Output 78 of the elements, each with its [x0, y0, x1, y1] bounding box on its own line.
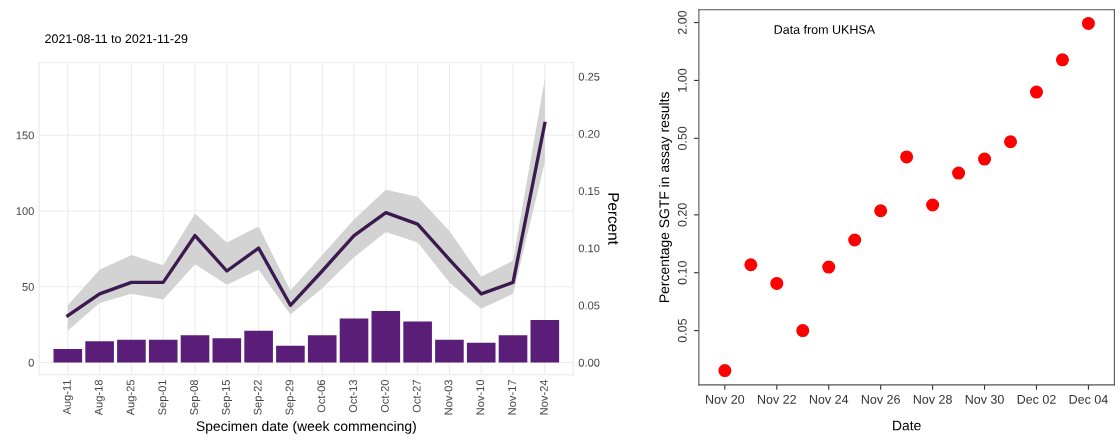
y-tick-label: 0.10 [677, 261, 687, 285]
y-tick-label: 1.00 [677, 68, 687, 92]
y-tick-label: 150 [16, 131, 34, 140]
bar [244, 330, 273, 363]
x-tick-label: Oct-06 [317, 379, 326, 413]
point [822, 260, 836, 274]
y-tick-label: 100 [16, 207, 34, 216]
bar [117, 339, 146, 363]
y2-axis-title: Percent [608, 193, 619, 245]
x-axis-title: Date [893, 420, 921, 431]
x-tick-label: Aug-25 [126, 379, 137, 416]
y-tick-label: 0 [28, 358, 34, 367]
point [1081, 16, 1095, 30]
y2-tick-label: 0.10 [578, 244, 600, 253]
x-tick-label: Nov 20 [706, 394, 745, 404]
point [874, 204, 888, 218]
x-tick-label: Nov-17 [508, 380, 516, 415]
bar [85, 341, 114, 363]
x-tick-label: Oct-27 [412, 380, 421, 413]
bar [276, 345, 305, 363]
line-series [66, 121, 547, 318]
point [1029, 85, 1043, 99]
x-tick-label: Sep-22 [253, 380, 264, 415]
x-tick-label: Oct-20 [380, 379, 389, 413]
y-axis-title: Percentage SGTF in assay results [659, 92, 672, 302]
y-tick-label: 0.20 [677, 203, 687, 227]
x-tick-label: Aug-18 [94, 379, 105, 416]
x-tick-label: Sep-08 [190, 379, 201, 415]
bar [466, 342, 496, 363]
y-tick-label: 0.05 [677, 318, 687, 343]
bar [53, 348, 83, 363]
point [744, 258, 758, 272]
x-tick-label: Sep-01 [158, 380, 169, 415]
x-tick-label: Nov-24 [539, 379, 548, 415]
y2-tick-label: 0.25 [578, 72, 600, 81]
point [718, 364, 732, 378]
y2-tick-label: 0.00 [578, 358, 600, 367]
point [1055, 53, 1069, 67]
x-tick-label: Sep-29 [285, 380, 296, 415]
point [900, 150, 914, 164]
bar [530, 320, 560, 363]
bar [339, 318, 369, 363]
y2-tick-label: 0.15 [578, 187, 600, 196]
x-tick-label: Oct-13 [349, 379, 357, 413]
x-tick-label: Dec 04 [1069, 394, 1108, 404]
x-tick-label: Nov 28 [913, 394, 952, 404]
bar [148, 339, 178, 363]
x-tick-label: Nov-10 [476, 379, 485, 415]
bar [371, 310, 401, 363]
x-tick-label: Aug-11 [63, 380, 73, 415]
y-tick-label: 0.50 [677, 126, 687, 150]
point [952, 166, 966, 180]
bar [180, 335, 210, 363]
point [978, 152, 992, 166]
x-tick-label: Dec 02 [1017, 394, 1056, 404]
bar [435, 339, 464, 363]
x-tick-label: Nov 30 [965, 394, 1004, 404]
bar [498, 335, 528, 363]
point [848, 233, 862, 247]
point [926, 198, 940, 212]
x-tick-label: Nov 26 [861, 394, 900, 404]
chart-title: 2021-08-11 to 2021-11-29 [45, 34, 188, 44]
annotation: Data from UKHSA [774, 24, 876, 34]
bar [307, 335, 337, 363]
point [796, 324, 810, 338]
x-axis-title: Specimen date (week commencing) [196, 420, 416, 434]
x-tick-label: Nov 22 [758, 394, 796, 404]
point [1004, 135, 1018, 149]
point [770, 276, 784, 290]
y-tick-label: 50 [22, 283, 34, 291]
y-tick-label: 2.00 [677, 10, 687, 35]
y2-tick-label: 0.05 [578, 301, 600, 310]
x-tick-label: Sep-15 [221, 379, 232, 415]
bar [212, 338, 242, 363]
x-tick-label: Nov 24 [809, 394, 849, 404]
bar [403, 321, 432, 363]
x-tick-label: Nov-03 [444, 379, 453, 415]
y2-tick-label: 0.20 [578, 129, 600, 138]
